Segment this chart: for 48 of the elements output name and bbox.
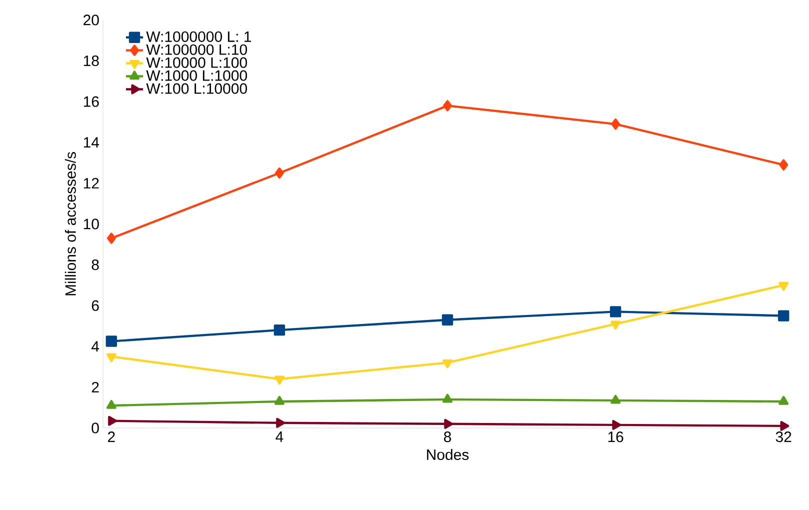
y-tick-label: 0 — [92, 422, 99, 434]
x-tick-label: 32 — [776, 432, 792, 442]
point — [274, 396, 284, 405]
point — [610, 320, 621, 330]
point — [106, 336, 118, 347]
point — [106, 400, 116, 409]
point — [778, 310, 790, 322]
point — [442, 359, 452, 368]
y-tick-label: 16 — [84, 96, 99, 107]
point — [612, 420, 622, 430]
y-tick-label: 8 — [92, 259, 99, 270]
point — [610, 394, 621, 404]
y-tick-label: 20 — [84, 14, 99, 26]
point — [106, 232, 116, 244]
point — [780, 420, 790, 431]
point — [444, 418, 454, 429]
x-tick-label: 16 — [608, 432, 624, 442]
point — [442, 314, 454, 326]
point — [106, 353, 116, 362]
y-tick-label: 10 — [84, 218, 99, 230]
x-axis-title: Nodes — [427, 449, 469, 460]
y-tick-label: 6 — [92, 300, 99, 311]
point — [442, 394, 452, 403]
legend-label: W:10000 L:100 — [146, 57, 247, 68]
x-tick-label: 8 — [444, 432, 452, 442]
legend-label: W:100 L:10000 — [146, 83, 247, 94]
legend-label: W:1000 L:1000 — [146, 70, 247, 81]
legend-label: W:100000 L:10 — [146, 44, 247, 55]
y-tick-label: 12 — [84, 178, 99, 188]
y-tick-label: 2 — [92, 382, 99, 392]
x-tick-label: 4 — [276, 432, 284, 442]
point — [108, 416, 118, 426]
point — [274, 167, 284, 179]
point — [276, 418, 286, 428]
point — [274, 376, 284, 385]
point — [611, 118, 620, 130]
point — [274, 324, 286, 336]
y-tick-label: 14 — [84, 137, 100, 148]
point — [443, 100, 452, 112]
x-tick-label: 2 — [108, 432, 115, 442]
point — [778, 396, 789, 405]
point — [779, 159, 788, 170]
y-axis-title: Millions of accesses/s — [64, 152, 76, 296]
point — [778, 282, 789, 291]
y-tick-label: 4 — [91, 341, 100, 352]
legend-label: W:1000000 L: 1 — [146, 31, 252, 42]
point — [610, 306, 622, 318]
y-tick-label: 18 — [84, 55, 99, 66]
